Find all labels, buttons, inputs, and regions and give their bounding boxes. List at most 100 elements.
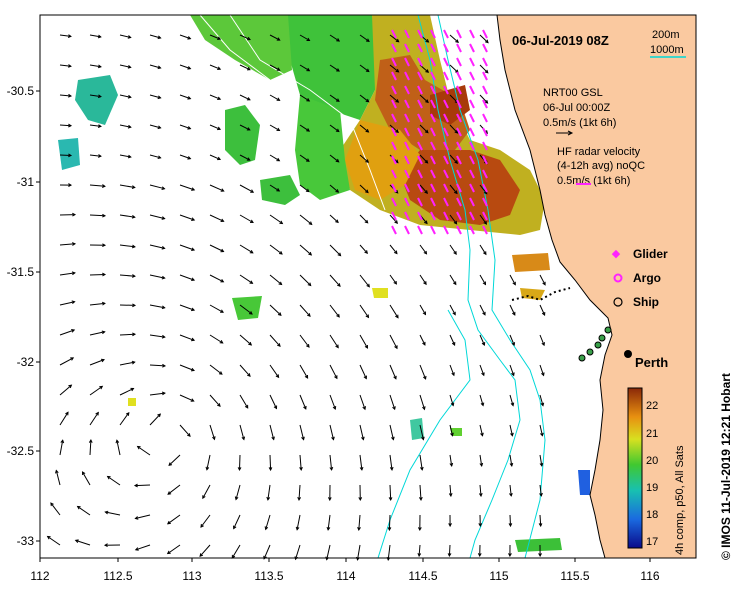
current-vector-head <box>308 221 313 226</box>
current-vector-head <box>307 282 312 287</box>
current-vector <box>269 274 282 285</box>
hf-vector <box>404 197 410 207</box>
current-vector-head <box>191 277 196 281</box>
current-vector-head <box>364 219 369 224</box>
current-vector <box>299 304 311 317</box>
current-vector <box>209 34 221 40</box>
hf-vector <box>404 211 410 221</box>
hf-vector <box>469 141 475 151</box>
current-vector-head <box>417 527 422 532</box>
hf-vector <box>443 197 449 207</box>
current-vector-head <box>305 188 310 193</box>
current-vector-head <box>394 345 398 350</box>
current-vector <box>179 274 195 281</box>
current-vector-head <box>187 66 192 70</box>
credit: © IMOS 11-Jul-2019 12:21 Hobart <box>719 373 733 560</box>
current-vector <box>239 244 254 254</box>
hf-vector <box>391 183 397 193</box>
hf-legend: HF radar velocity (4-12h avg) noQC 0.5m/… <box>557 146 645 187</box>
current-vector <box>509 304 516 316</box>
current-vector-head <box>190 398 195 402</box>
current-vector <box>239 214 254 223</box>
hf-vector <box>417 99 423 109</box>
current-vector <box>179 124 191 130</box>
hf-vector <box>443 155 449 165</box>
current-vector <box>116 440 121 456</box>
current-vector <box>299 184 310 193</box>
current-vector-head <box>102 243 107 248</box>
current-vector <box>269 124 280 131</box>
current-vector <box>269 334 281 347</box>
y-tick: -31 <box>17 175 35 189</box>
hf-vector <box>456 127 462 137</box>
current-vector-head <box>71 271 76 276</box>
hf-vector <box>391 85 397 95</box>
current-vector-head <box>71 300 76 304</box>
current-vector-head <box>508 553 512 558</box>
hf-vector <box>469 57 475 67</box>
current-vector <box>59 243 76 246</box>
current-vector-head <box>68 153 73 158</box>
current-vector <box>269 304 282 316</box>
current-vector <box>167 514 181 525</box>
current-vector-head <box>539 492 543 497</box>
current-vector <box>179 94 191 100</box>
current-vector-head <box>306 128 311 132</box>
current-vector <box>419 394 425 410</box>
current-vector <box>299 154 310 162</box>
current-vector-head <box>361 436 365 441</box>
hf-vector <box>391 43 397 53</box>
current-vector <box>59 272 75 276</box>
current-vector-head <box>365 38 370 43</box>
hf-vector <box>417 225 423 235</box>
current-vector-head <box>161 246 166 250</box>
current-vector-head <box>246 36 251 41</box>
current-vector-head <box>454 160 459 164</box>
current-vector-head <box>453 220 458 225</box>
current-vector <box>419 274 427 285</box>
current-vector <box>449 154 458 164</box>
hf-vector <box>456 57 462 67</box>
current-vector <box>509 334 515 346</box>
current-vector <box>59 154 72 156</box>
current-vector-head <box>425 39 430 43</box>
current-vector <box>449 364 455 376</box>
current-vector-head <box>218 371 223 375</box>
hf-vector <box>469 183 475 193</box>
current-vector <box>299 364 309 379</box>
current-vector-head <box>304 374 309 379</box>
current-vector <box>239 454 241 471</box>
current-vector <box>239 364 251 377</box>
current-vector-head <box>187 433 191 437</box>
current-vector <box>389 94 399 103</box>
current-vector <box>209 94 221 100</box>
current-vector <box>419 424 424 440</box>
current-vector <box>149 214 165 220</box>
current-vector <box>119 214 135 218</box>
colorbar-tick: 22 <box>646 400 658 412</box>
current-vector-head <box>478 493 483 498</box>
hf-vector <box>482 71 488 81</box>
current-vector <box>179 334 195 341</box>
hf-vector <box>404 225 410 235</box>
hf-vector <box>417 71 423 81</box>
current-vector <box>167 544 181 555</box>
current-vector <box>59 124 72 127</box>
current-vector <box>389 424 394 440</box>
current-vector-head <box>97 94 102 99</box>
current-vector-head <box>217 66 222 70</box>
hf-vector <box>482 183 488 193</box>
current-vector <box>389 64 399 73</box>
current-vector <box>449 34 459 43</box>
current-vector-head <box>127 154 132 159</box>
current-vector-head <box>168 462 173 466</box>
current-vector-head <box>115 439 120 444</box>
hf-vector <box>417 141 423 151</box>
colorbar-tick: 17 <box>646 536 658 548</box>
current-vector-head <box>106 475 111 480</box>
current-vector <box>59 94 72 97</box>
hf-vector <box>404 183 410 193</box>
current-vector-head <box>538 553 542 558</box>
current-vector <box>449 394 454 406</box>
current-vector <box>168 454 181 466</box>
